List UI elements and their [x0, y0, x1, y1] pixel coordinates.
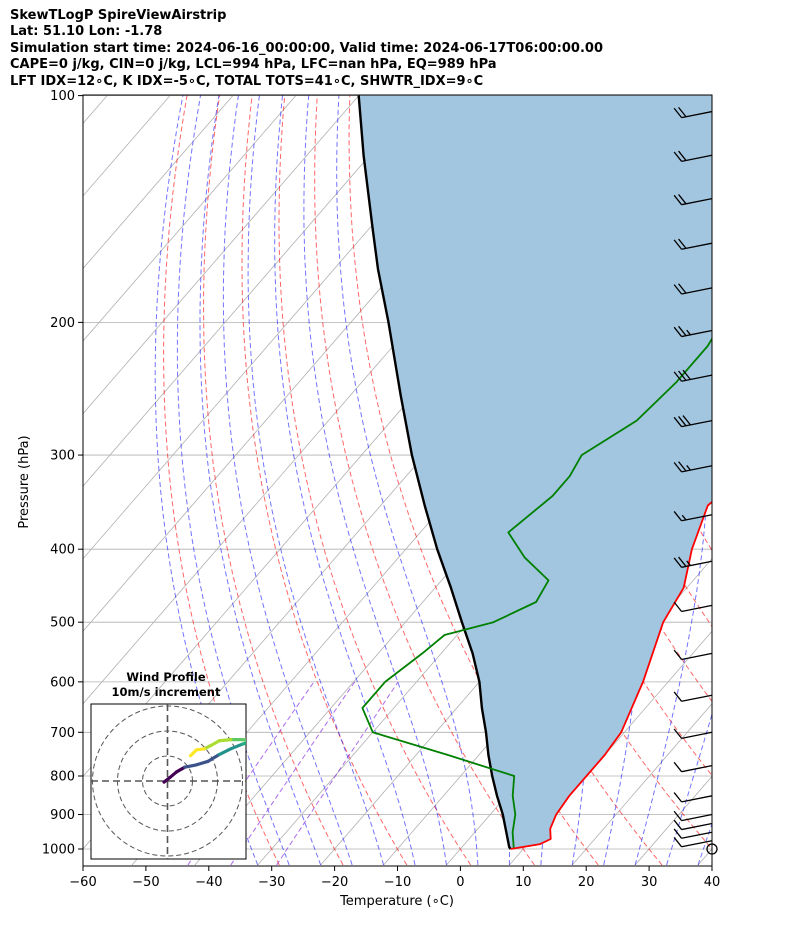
y-tick-label: 200: [50, 316, 75, 331]
wind-barb: [673, 761, 713, 773]
y-tick-label: 300: [50, 449, 75, 464]
dry-adiabat: [163, 95, 280, 866]
wind-barb: [673, 649, 713, 661]
wind-barb: [673, 828, 713, 839]
x-tick-label: −50: [132, 875, 159, 890]
x-tick-label: 0: [456, 875, 464, 890]
y-tick-label: 1000: [42, 843, 75, 858]
index-line: LFT IDX=12∘C, K IDX=-5∘C, TOTAL TOTS=41∘…: [10, 73, 484, 89]
moist-adiabat: [176, 95, 290, 866]
hodograph-segment: [217, 747, 233, 757]
axis-ticks: −60 −50 −40 −30 −20 −10 0 10 20 30 40 100 200 300 400 5…: [42, 89, 720, 890]
dry-adiabat: [707, 95, 712, 112]
x-tick-label: 20: [578, 875, 595, 890]
x-tick-label: −40: [195, 875, 222, 890]
cape-line: CAPE=0 j/kg, CIN=0 j/kg, LCL=994 hPa, LF…: [10, 57, 497, 73]
y-axis-label: Pressure (hPa): [17, 435, 32, 529]
y-tick-label: 900: [50, 808, 75, 823]
dry-adiabat: [741, 96, 794, 865]
wind-barb: [673, 415, 713, 428]
hodograph-title-line: Wind Profile: [126, 670, 206, 684]
isotherm: [83, 95, 234, 270]
wind-barb: [673, 810, 713, 822]
chart-title: SkewTLogP SpireViewAirstrip: [10, 8, 227, 23]
wind-barb: [673, 369, 713, 382]
dry-adiabat: [314, 95, 535, 866]
hodograph-segment: [194, 759, 210, 767]
hodograph-segment: [206, 752, 221, 764]
hodograph-segment: [240, 741, 246, 746]
hodograph-segment: [240, 737, 246, 742]
y-tick-label: 400: [50, 543, 75, 558]
moist-adiabat: [336, 95, 479, 866]
wind-barb: [673, 461, 713, 473]
x-axis-label: Temperature (∘C): [340, 894, 454, 909]
isotherm: [571, 703, 712, 866]
moist-adiabat: [247, 95, 385, 866]
wind-barbs: [673, 106, 718, 855]
chart-header: SkewTLogP SpireViewAirstrip Lat: 51.10 L…: [10, 8, 603, 90]
hodograph-segment: [183, 763, 198, 769]
dry-adiabat: [241, 95, 408, 866]
moist-adiabat: [222, 95, 353, 866]
parcel-path-line: [357, 95, 512, 850]
dry-adiabat: [203, 95, 344, 866]
temperature-line: [510, 500, 712, 850]
x-tick-label: 30: [641, 875, 658, 890]
isotherm: [83, 95, 297, 342]
moist-adiabat: [303, 95, 447, 866]
wind-barb: [673, 283, 713, 295]
hodograph-segment: [229, 742, 244, 751]
wind-barb: [673, 106, 713, 119]
wind-barb: [673, 511, 713, 522]
x-tick-label: −10: [384, 875, 411, 890]
location-line: Lat: 51.10 Lon: -1.78: [10, 24, 163, 40]
wind-barb: [673, 691, 713, 702]
cin-region: [358, 95, 712, 849]
y-tick-label: 700: [50, 726, 75, 741]
wind-barb: [673, 728, 713, 740]
time-line: Simulation start time: 2024-06-16_00:00:…: [10, 40, 603, 56]
wind-barb: [673, 194, 713, 206]
wind-barb: [673, 556, 713, 568]
hodograph-subtitle: 10m/s increment: [111, 684, 221, 699]
x-tick-label: −20: [321, 875, 348, 890]
wind-barb: [673, 325, 713, 338]
isotherm: [509, 630, 712, 866]
isotherm: [83, 95, 360, 415]
moist-adiabat: [199, 95, 322, 866]
wind-barb: [673, 601, 713, 613]
wind-barb: [673, 238, 713, 250]
wind-barb: [673, 150, 713, 162]
cape-cin-fill: [358, 95, 712, 849]
y-tick-label: 600: [50, 675, 75, 690]
dewpoint-line: [361, 337, 712, 850]
x-tick-label: −30: [258, 875, 285, 890]
wind-barb: [673, 837, 713, 848]
isotherm: [83, 95, 422, 487]
wind-barb: [673, 819, 713, 831]
y-tick-label: 800: [50, 769, 75, 784]
dry-adiabat: [773, 96, 794, 865]
x-tick-label: −60: [69, 875, 96, 890]
x-tick-label: 40: [704, 875, 721, 890]
dry-adiabat: [278, 95, 472, 866]
series-layer: [357, 95, 712, 850]
y-tick-label: 500: [50, 616, 75, 631]
hodograph-segment: [188, 748, 198, 758]
wind-barb: [673, 792, 713, 803]
hodograph: [90, 703, 247, 860]
y-tick-label: 100: [50, 89, 75, 104]
hodograph-title: Wind Profile 10m/s increment: [112, 670, 221, 699]
hodograph-segment: [217, 737, 233, 743]
x-tick-label: 10: [515, 875, 532, 890]
